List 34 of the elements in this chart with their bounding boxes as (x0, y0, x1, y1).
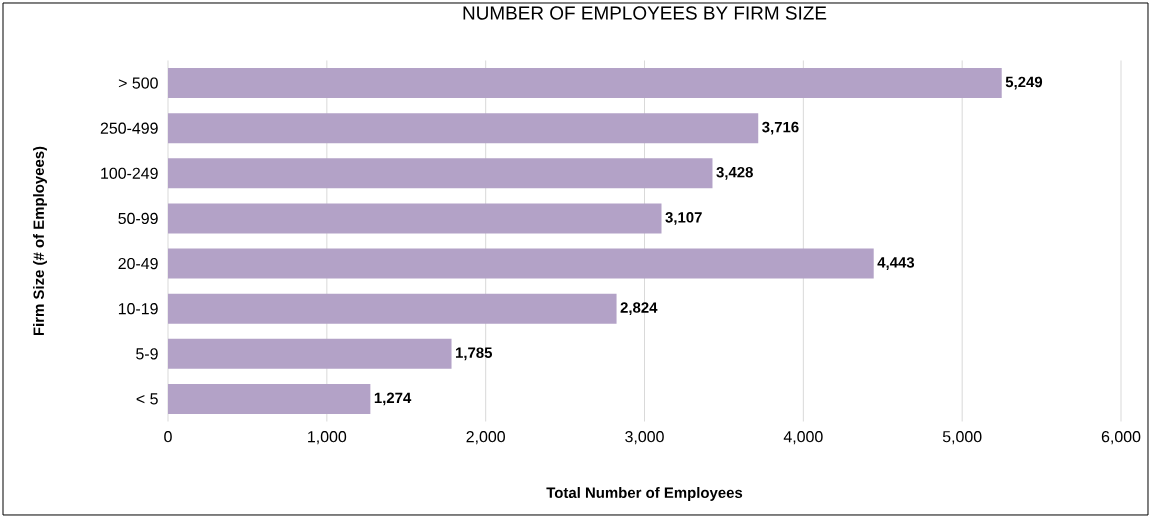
data-label: 5,249 (1005, 76, 1043, 90)
data-label: 1,274 (374, 392, 412, 406)
data-label: 3,107 (665, 212, 702, 225)
bar (168, 68, 1002, 99)
y-tick-label: 250-499 (100, 122, 158, 134)
x-tick-label: 4,000 (783, 431, 823, 445)
bar (168, 383, 371, 414)
data-label: 2,824 (620, 302, 658, 316)
x-axis-title: Total Number of Employees (546, 487, 743, 501)
data-label: 3,716 (762, 121, 799, 135)
y-axis-title: Firm Size (# of Employees) (33, 146, 47, 336)
y-tick-label: 50-99 (118, 212, 158, 225)
x-tick-label: 3,000 (625, 431, 664, 445)
y-tick-label: 100-249 (101, 167, 158, 179)
x-tick-label: 1,000 (308, 431, 347, 445)
x-tick-label: 6,000 (1101, 431, 1141, 445)
x-tick-label: 5,000 (942, 431, 982, 445)
bar (168, 113, 759, 144)
data-label: 4,443 (877, 257, 915, 270)
bar (168, 203, 662, 234)
y-tick-label: 5-9 (136, 348, 158, 360)
bar (168, 293, 617, 324)
bar (168, 338, 452, 369)
data-label: 3,428 (716, 166, 753, 180)
y-tick-label: 20-49 (118, 257, 158, 270)
chart-title: NUMBER OF EMPLOYEES BY FIRM SIZE (463, 6, 827, 20)
x-tick-label: 0 (164, 431, 172, 443)
bar (168, 158, 713, 189)
bar (168, 248, 874, 279)
y-tick-label: < 5 (136, 393, 158, 405)
x-tick-label: 2,000 (466, 431, 505, 445)
data-label: 1,785 (455, 347, 493, 361)
y-tick-label: > 500 (118, 77, 158, 89)
y-tick-label: 10-19 (118, 303, 158, 315)
